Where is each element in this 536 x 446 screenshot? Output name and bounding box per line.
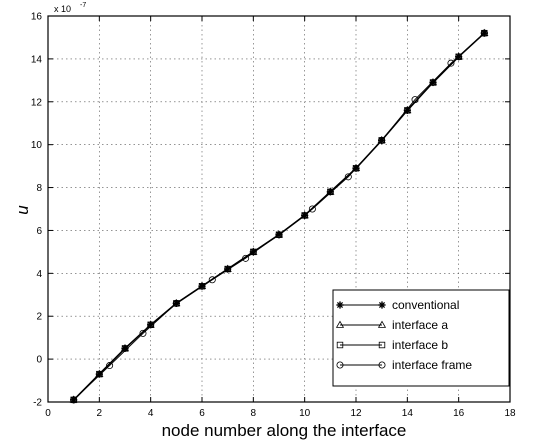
data-point-circle [242,254,250,262]
legend-label-interface-a: interface a [392,318,448,332]
data-point-circle [378,136,386,144]
data-point-triangle [351,163,361,172]
data-point-square [250,248,257,256]
x-tick-label: 8 [251,408,257,419]
data-point-circle [106,362,114,370]
data-point-square [147,321,154,328]
data-point-star [95,370,103,378]
legend-marker-square-right [378,341,386,349]
legend-triangle-marker-icon [335,320,387,328]
data-point-circle [411,96,419,104]
legend-square-marker-icon [336,341,386,349]
y-tick-label: 12 [31,97,43,108]
data-point-circle [275,231,283,239]
legend: conventional interface a interface b int… [332,289,510,387]
data-point-circle [70,396,78,404]
y-tick-label: 4 [36,269,42,280]
y-tick-label: 16 [31,12,43,23]
legend-box [332,289,510,387]
data-point-square [327,188,334,196]
data-point-circle [447,59,455,67]
data-point-triangle [300,211,309,219]
y-exponent-power: -7 [80,2,86,9]
x-tick-label: 2 [97,408,103,419]
data-point-square [121,345,129,352]
legend-circle-marker-icon [336,361,386,369]
legend-entry-interface-frame: interface frame [336,358,472,372]
data-point-triangle [274,230,284,238]
data-point-square [301,212,308,219]
data-point-circle [344,173,352,181]
legend-marker-star-left [336,301,344,309]
legend-marker-star-right [378,301,386,309]
x-tick-label: 14 [402,408,414,419]
x-tick-label: 18 [504,408,516,419]
y-tick-label: 14 [31,54,43,65]
y-tick-label: 2 [36,312,42,323]
legend-marker-square-left [336,341,344,349]
legend-label-interface-frame: interface frame [392,358,472,372]
series-markers-interface-a [69,28,489,403]
legend-entry-conventional: conventional [336,298,459,312]
x-tick-label: 12 [350,408,362,419]
legend-marker-circle-right [378,361,386,369]
data-point-triangle [120,343,130,352]
data-point-triangle [326,187,335,195]
data-point-triangle [377,135,386,144]
y-exponent-base: x 10 [54,4,71,14]
data-point-triangle [428,78,438,86]
x-tick-label: 6 [199,408,205,419]
data-point-triangle [95,369,104,377]
y-tick-label: 0 [36,355,42,366]
data-point-square [224,265,231,273]
x-tick-label: 4 [148,408,154,419]
x-tick-label: 0 [45,408,51,419]
data-point-circle [480,29,488,37]
series-layer [69,28,489,404]
data-point-circle [208,276,216,284]
data-point-circle [139,329,147,337]
legend-entry-interface-b: interface b [336,338,448,352]
data-point-square [352,165,360,172]
series-markers-interface-frame [70,29,488,404]
data-point-square [455,53,462,60]
data-point-circle [172,299,180,307]
x-axis-label: node number along the interface [162,421,407,440]
legend-entry-interface-a: interface a [335,318,448,332]
legend-label-interface-b: interface b [392,338,448,352]
legend-marker-circle-left [336,361,344,369]
y-exponent: x 10 -7 [54,2,86,14]
x-tick-label: 16 [453,408,465,419]
y-tick-label: 8 [36,183,42,194]
data-point-square [96,370,103,378]
y-tick-label: 6 [36,226,42,237]
grid-lines [48,16,510,402]
data-point-square [198,282,206,290]
data-point-square [429,79,437,86]
legend-label-conventional: conventional [392,298,459,312]
y-axis-label: u [13,205,32,215]
legend-star-marker-icon [336,301,386,309]
legend-marker-triangle-right [377,320,387,328]
x-tick-label: 10 [299,408,311,419]
legend-marker-triangle-left [335,320,345,328]
data-point-square [404,107,411,114]
data-point-circle [308,205,316,213]
data-point-triangle [403,105,412,114]
y-tick-label: 10 [31,140,43,151]
plot-frame [47,15,511,403]
y-tick-label: -2 [33,398,42,409]
